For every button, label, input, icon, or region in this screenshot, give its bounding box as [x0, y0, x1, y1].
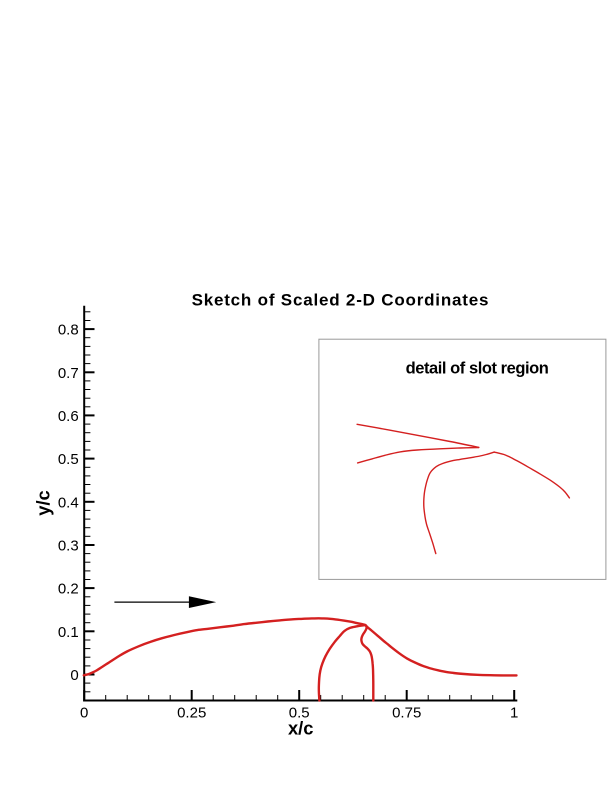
- svg-text:0.5: 0.5: [289, 704, 310, 721]
- svg-text:1: 1: [510, 704, 518, 721]
- svg-text:0.3: 0.3: [58, 538, 79, 555]
- svg-text:0.5: 0.5: [58, 451, 79, 468]
- svg-text:0.4: 0.4: [58, 494, 79, 511]
- svg-text:0.1: 0.1: [58, 624, 79, 641]
- svg-text:0: 0: [70, 667, 78, 684]
- svg-text:y/c: y/c: [32, 490, 53, 515]
- svg-text:0: 0: [80, 704, 88, 721]
- svg-text:0.25: 0.25: [177, 704, 206, 721]
- svg-text:x/c: x/c: [288, 718, 313, 739]
- svg-text:0.75: 0.75: [392, 704, 421, 721]
- svg-text:0.8: 0.8: [58, 322, 79, 339]
- svg-text:Sketch of Scaled 2-D Coordinat: Sketch of Scaled 2-D Coordinates: [192, 291, 490, 310]
- svg-text:0.7: 0.7: [58, 365, 79, 382]
- svg-text:0.6: 0.6: [58, 408, 79, 425]
- svg-text:detail of slot region: detail of slot region: [406, 359, 549, 377]
- svg-text:0.2: 0.2: [58, 581, 79, 598]
